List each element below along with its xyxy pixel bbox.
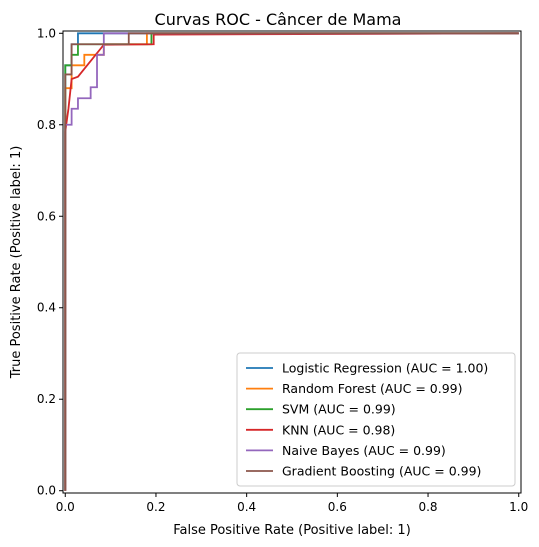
x-tick-label: 1.0 [509, 500, 528, 514]
legend-label: SVM (AUC = 0.99) [282, 402, 396, 417]
y-tick-label: 0.8 [37, 118, 56, 132]
y-tick-label: 0.6 [37, 209, 56, 223]
y-tick-label: 0.0 [37, 484, 56, 498]
roc-line-series-6 [64, 32, 519, 491]
x-axis-label: False Positive Rate (Positive label: 1) [173, 523, 411, 538]
legend-label: Random Forest (AUC = 0.99) [282, 381, 463, 396]
legend-label: KNN (AUC = 0.98) [282, 422, 395, 437]
y-axis-label: True Positive Rate (Positive label: 1) [9, 146, 24, 380]
legend: Logistic Regression (AUC = 1.00) Random F… [236, 352, 516, 487]
plot-frame [62, 30, 522, 494]
x-tick-label: 0.6 [328, 500, 347, 514]
y-tick-label: 0.2 [37, 392, 56, 406]
legend-box [236, 352, 516, 487]
plot-lines [64, 32, 519, 491]
x-tick-label: 0.4 [237, 500, 256, 514]
legend-label: Gradient Boosting (AUC = 0.99) [282, 464, 481, 479]
chart-title: Curvas ROC - Câncer de Mama [155, 10, 402, 29]
roc-line-series-5 [64, 32, 519, 491]
x-tick-label: 0.2 [146, 500, 165, 514]
legend-label: Naive Bayes (AUC = 0.99) [282, 443, 446, 458]
x-tick-label: 0.8 [418, 500, 437, 514]
y-tick-label: 1.0 [37, 26, 56, 40]
legend-label: Logistic Regression (AUC = 1.00) [282, 361, 488, 376]
x-tick-label: 0.0 [56, 500, 75, 514]
roc-line-series-3 [64, 32, 519, 491]
y-axis: 0.0 0.2 0.4 0.6 0.8 1.0 [37, 26, 63, 498]
y-tick-label: 0.4 [37, 301, 56, 315]
x-axis: 0.0 0.2 0.4 0.6 0.8 1.0 [56, 493, 528, 514]
